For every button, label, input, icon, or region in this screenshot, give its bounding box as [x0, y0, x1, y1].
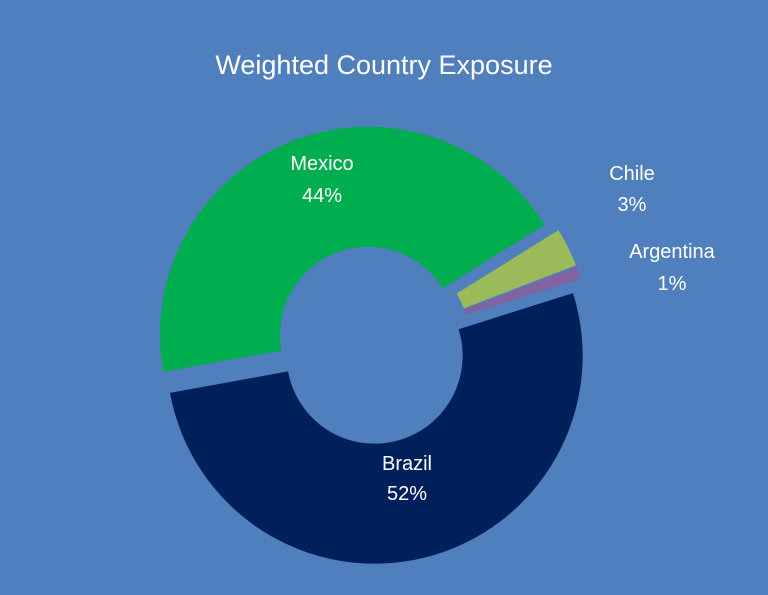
slice-label-mexico: Mexico: [290, 153, 353, 175]
slice-label-chile: Chile: [609, 163, 655, 185]
slice-mexico: [160, 126, 545, 372]
slice-label-brazil: Brazil: [382, 453, 432, 475]
slice-chile: [456, 230, 576, 309]
slice-argentina: [464, 266, 581, 315]
slice-value-argentina: 1%: [658, 273, 687, 295]
slice-brazil: [169, 293, 583, 564]
slice-label-argentina: Argentina: [629, 241, 715, 263]
chart-title: Weighted Country Exposure: [215, 50, 553, 80]
slice-value-brazil: 52%: [387, 483, 427, 505]
slice-value-chile: 3%: [618, 194, 647, 216]
slice-value-mexico: 44%: [302, 185, 342, 207]
